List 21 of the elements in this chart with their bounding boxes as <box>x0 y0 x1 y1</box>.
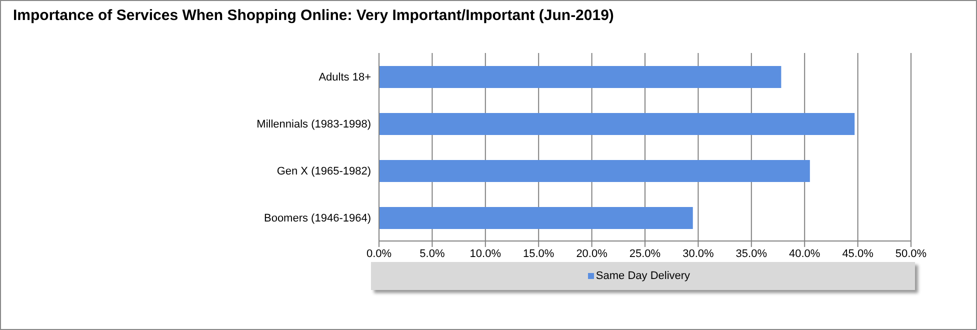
chart-title: Importance of Services When Shopping Online: Very Important/Important (Jun-2019) <box>13 7 614 24</box>
x-tick-label: 25.0% <box>629 248 661 260</box>
x-tick-label: 15.0% <box>523 248 554 260</box>
y-tick-label: Boomers (1946-1964) <box>264 212 371 224</box>
y-tick-label: Millennials (1983-1998) <box>256 118 371 130</box>
bar <box>379 113 855 135</box>
x-tick-label: 0.0% <box>366 248 392 260</box>
y-tick-label: Gen X (1965-1982) <box>276 165 371 178</box>
bar <box>379 66 782 88</box>
legend-label: Same Day Delivery <box>594 270 690 282</box>
x-tick-label: 45.0% <box>842 248 874 260</box>
x-tick-label: 30.0% <box>682 248 714 260</box>
x-tick-label: 50.0% <box>895 248 927 260</box>
x-tick-label: 10.0% <box>470 248 502 260</box>
y-tick-label: Adults 18+ <box>318 71 371 84</box>
x-tick-label: 40.0% <box>789 248 820 260</box>
x-tick-label: 5.0% <box>420 248 445 260</box>
x-tick-label: 20.0% <box>576 248 608 260</box>
x-tick-label: 35.0% <box>736 248 768 260</box>
bar <box>379 160 810 182</box>
bar <box>379 207 693 229</box>
